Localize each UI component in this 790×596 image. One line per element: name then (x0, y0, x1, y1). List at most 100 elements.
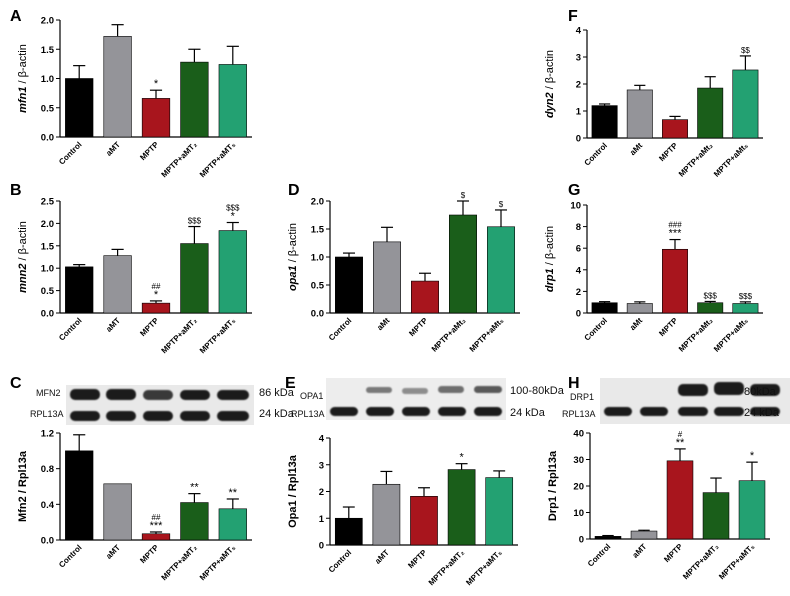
blot-band (678, 407, 708, 416)
bar (411, 280, 439, 314)
panel-letter-h: H (568, 375, 580, 392)
x-tick-label: Control (586, 542, 612, 568)
blot-band (474, 386, 502, 393)
significance-marker: * (750, 450, 755, 462)
y-axis-label: drp1 / β-actin (544, 226, 556, 292)
blot-band (366, 407, 394, 416)
significance-marker: $$$ (739, 292, 753, 301)
x-tick-label: Control (583, 316, 609, 342)
significance-marker: $ (461, 191, 466, 200)
chart-g: 0 2 4 6 8 10 drp1 / β-actin Control aMt ***### MPT… (544, 201, 763, 354)
y-tick-label: 3 (576, 53, 581, 64)
y-tick-label: 0 (579, 535, 584, 546)
y-tick-label: 0 (319, 541, 324, 552)
bar (103, 255, 132, 314)
significance-marker: ## (152, 282, 161, 291)
bar (141, 98, 171, 138)
bar (702, 492, 730, 540)
bar (697, 87, 724, 139)
significance-marker: $$$ (188, 217, 202, 226)
y-tick-label: 20 (573, 482, 584, 493)
bar (626, 303, 653, 314)
y-tick-label: 0.0 (311, 309, 324, 320)
blot-band (217, 390, 249, 400)
y-axis-label-gene: mfn1 (17, 87, 29, 113)
bar (738, 480, 766, 540)
blot-band (640, 407, 668, 416)
blot-kda-bottom: 24 kDa (259, 408, 294, 420)
chart-d: 0.0 0.5 1.0 1.5 2.0 opa1 / β-actin Control aMt M… (287, 191, 520, 354)
y-tick-label: 0.0 (41, 309, 54, 320)
y-tick-label: 2.0 (311, 197, 324, 208)
y-tick-label: 2.0 (41, 219, 54, 230)
x-tick-label: MPTP+aMT₂ (160, 316, 200, 356)
x-tick-label: Control (327, 316, 353, 342)
blot-band (750, 384, 780, 396)
panel-letter-d: D (288, 182, 300, 199)
y-tick-label: 10 (573, 508, 584, 519)
blot-label-rpl13a: RPL13A (30, 409, 64, 419)
significance-marker: ** (676, 437, 685, 449)
blot-label-mfn2: MFN2 (36, 388, 61, 398)
y-axis-label: opa1 / β-actin (287, 223, 299, 291)
significance-marker: * (154, 289, 159, 301)
y-axis-label: Opa1 / Rpl13a (287, 454, 299, 528)
y-axis-label-reference: / β-actin (17, 221, 29, 263)
y-axis-label-reference: / β-actin (544, 50, 556, 92)
y-axis-label-gene: drp1 (544, 268, 556, 292)
bar (103, 483, 132, 541)
x-tick-label: MPTP (662, 542, 685, 565)
significance-marker: ** (229, 487, 238, 499)
blot-label-rpl13a: RPL13A (562, 409, 596, 419)
chart-c: 0.0 0.4 0.8 1.2 Mfn2 / Rpl13a Control aMT ***##… (17, 429, 252, 583)
x-tick-label: MPTP+aMt₂ (677, 141, 715, 179)
bar (141, 302, 171, 314)
x-tick-label: aMT (373, 548, 391, 566)
x-tick-label: MPTP+aMt₂ (677, 316, 715, 354)
blot-band (438, 386, 464, 393)
y-axis-label: Mfn2 / Rpl13a (17, 450, 29, 522)
y-tick-label: 0.4 (41, 500, 55, 511)
significance-marker: $$$ (226, 204, 240, 213)
y-tick-label: 0.5 (41, 286, 55, 297)
x-tick-label: MPTP+aMT₂ (160, 543, 200, 583)
western-blot-h (600, 378, 790, 424)
bar (65, 78, 94, 138)
blot-kda-top: 100-80kDa (510, 385, 564, 397)
y-tick-label: 1.2 (41, 429, 54, 440)
x-tick-label: MPTP (657, 316, 680, 339)
blot-band (714, 382, 744, 395)
y-axis-label-reference: / β-actin (544, 226, 556, 268)
blot-band (180, 411, 210, 421)
y-tick-label: 0.8 (41, 464, 54, 475)
blot-band (330, 407, 358, 416)
x-tick-label: aMt (375, 316, 391, 332)
y-tick-label: 0.0 (41, 536, 54, 547)
panel-letter-g: G (568, 182, 581, 199)
bar (662, 248, 688, 314)
y-tick-label: 1.0 (41, 264, 54, 275)
significance-marker: * (231, 211, 236, 223)
bar (103, 36, 132, 138)
blot-kda-bottom: 24 kDa (510, 407, 545, 419)
y-tick-label: 10 (570, 201, 581, 212)
blot-band (402, 388, 428, 394)
x-tick-label: Control (583, 141, 609, 167)
y-tick-label: 4 (319, 434, 325, 445)
bar (487, 226, 515, 314)
bar (591, 105, 618, 139)
significance-marker: ** (190, 482, 199, 494)
x-tick-label: MPTP (407, 316, 430, 339)
x-tick-label: MPTP+aMt₅ (468, 316, 506, 354)
x-tick-label: aMT (104, 316, 122, 334)
bar (447, 469, 476, 546)
y-tick-label: 4 (576, 26, 582, 37)
bar (630, 530, 658, 540)
blot-band (366, 387, 392, 393)
blot-kda-bottom: 24 kDa (744, 407, 779, 419)
blot-label-drp1: DRP1 (570, 392, 595, 402)
bar (732, 303, 759, 314)
bar (449, 214, 477, 314)
